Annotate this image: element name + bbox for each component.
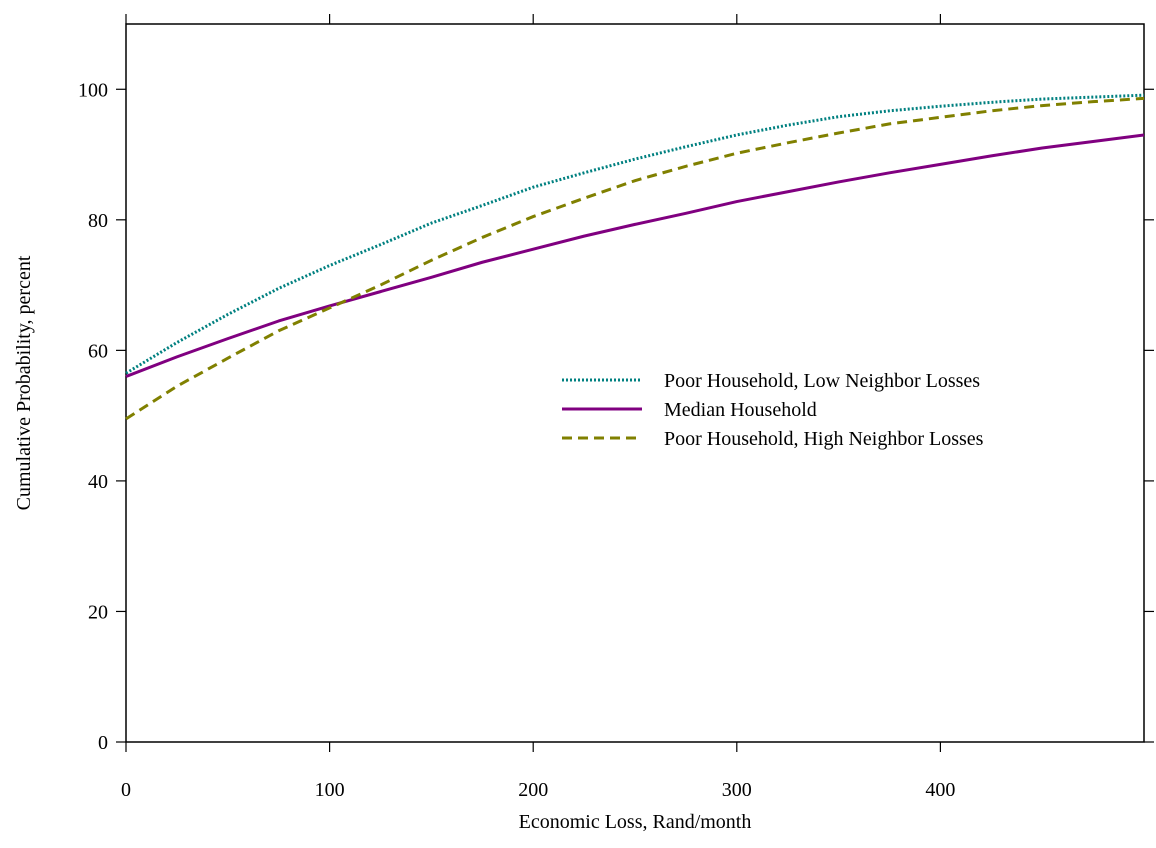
x-tick-label: 200 [518,779,548,801]
x-axis-title: Economic Loss, Rand/month [519,811,752,833]
series-line-3 [125,96,1145,421]
series-line-2 [125,133,1145,378]
y-tick-label: 100 [78,79,108,101]
x-tick-label: 0 [121,779,131,801]
x-tick-label: 300 [722,779,752,801]
series-line-1 [125,93,1145,375]
y-tick-label: 60 [88,340,108,362]
legend-label-2: Median Household [664,399,817,421]
x-tick-label: 400 [925,779,955,801]
series-layer [125,93,1145,421]
y-tick-label: 0 [98,732,108,754]
y-tick-label: 40 [88,471,108,493]
legend: Poor Household, Low Neighbor Losses Media… [562,370,984,450]
y-tick-label: 80 [88,210,108,232]
legend-label-1: Poor Household, Low Neighbor Losses [664,370,980,392]
plot-area [125,23,1145,743]
y-axis-title: Cumulative Probability, percent [13,255,35,510]
legend-label-3: Poor Household, High Neighbor Losses [664,428,984,450]
y-tick-label: 20 [88,601,108,623]
axis-ticks: 0 100 200 300 400 0 20 40 60 80 100 [78,14,1154,801]
x-tick-label: 100 [315,779,345,801]
